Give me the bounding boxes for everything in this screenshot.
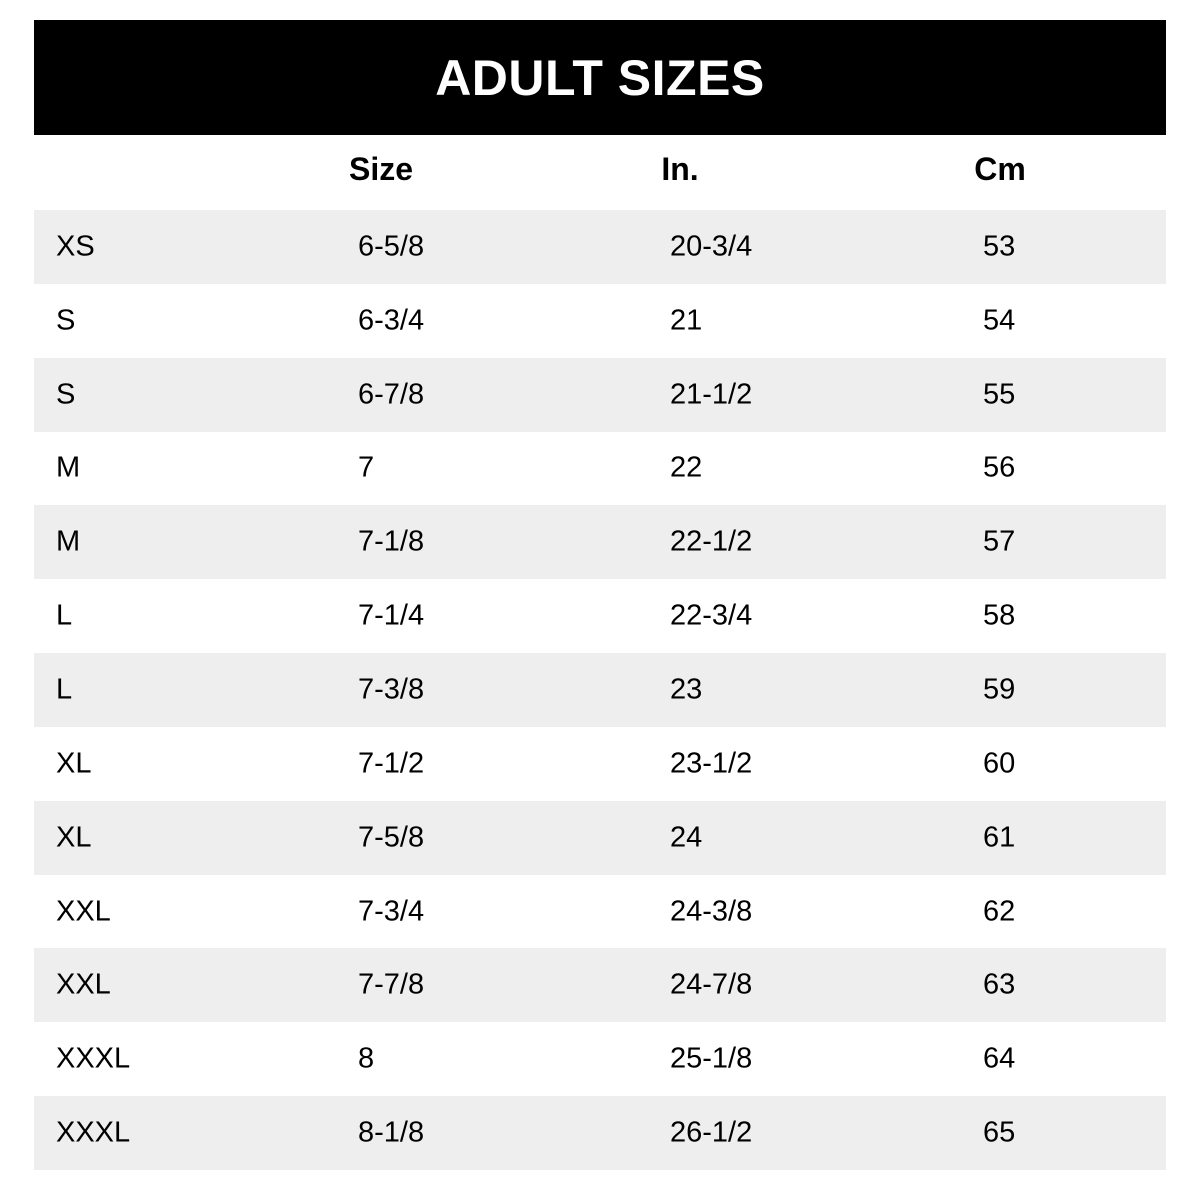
size-label-cell: S <box>56 304 76 337</box>
hat-size-cell: 8 <box>358 1042 375 1075</box>
inches-cell: 21 <box>670 304 703 337</box>
inches-cell: 23-1/2 <box>670 747 753 780</box>
size-label-cell: M <box>56 451 81 484</box>
table-row: XL 7-5/8 24 61 <box>34 800 1166 875</box>
table-row: XS 6-5/8 20-3/4 53 <box>34 210 1166 284</box>
hat-size-cell: 7-7/8 <box>358 968 425 1001</box>
hat-size-cell: 7-1/2 <box>358 747 425 780</box>
header-size: Size <box>348 151 414 187</box>
centimeters-cell: 65 <box>983 1116 1016 1149</box>
inches-cell: 24-7/8 <box>670 968 753 1001</box>
inches-cell: 22-1/2 <box>670 525 753 558</box>
header-inches: In. <box>661 151 699 187</box>
size-label-cell: XS <box>56 230 95 263</box>
hat-size-cell: 6-3/4 <box>358 304 425 337</box>
centimeters-cell: 63 <box>983 968 1016 1001</box>
hat-size-cell: 7-1/8 <box>358 525 425 558</box>
hat-size-cell: 7-5/8 <box>358 821 425 854</box>
size-label-cell: XXXL <box>56 1116 131 1149</box>
hat-size-cell: 7 <box>358 451 375 484</box>
size-table: XS 6-5/8 20-3/4 53 S 6-3/4 21 54 S 6-7/8 21-1/2 55 M… <box>34 210 1166 1170</box>
size-label-cell: XXL <box>56 968 111 1001</box>
title-banner: ADULT SIZES <box>34 20 1166 135</box>
header-cm: Cm <box>974 151 1026 187</box>
table-row: L 7-3/8 23 59 <box>34 653 1166 727</box>
centimeters-cell: 61 <box>983 821 1016 854</box>
table-header: Size In. Cm <box>34 135 1166 210</box>
table-row: L 7-1/4 22-3/4 58 <box>34 579 1166 653</box>
table-row: XXL 7-7/8 24-7/8 63 <box>34 948 1166 1023</box>
inches-cell: 21-1/2 <box>670 378 753 411</box>
centimeters-cell: 58 <box>983 599 1016 632</box>
hat-size-cell: 8-1/8 <box>358 1116 425 1149</box>
hat-size-cell: 6-7/8 <box>358 378 425 411</box>
hat-size-cell: 7-3/4 <box>358 895 425 928</box>
table-row: S 6-3/4 21 54 <box>34 284 1166 358</box>
inches-cell: 22-3/4 <box>670 599 753 632</box>
hat-size-cell: 6-5/8 <box>358 230 425 263</box>
centimeters-cell: 59 <box>983 673 1016 706</box>
table-row: M 7-1/8 22-1/2 57 <box>34 505 1166 580</box>
centimeters-cell: 54 <box>983 304 1016 337</box>
hat-size-cell: 7-3/8 <box>358 673 425 706</box>
centimeters-cell: 60 <box>983 747 1016 780</box>
centimeters-cell: 55 <box>983 378 1016 411</box>
hat-size-cell: 7-1/4 <box>358 599 425 632</box>
size-label-cell: L <box>56 599 73 632</box>
centimeters-cell: 57 <box>983 525 1016 558</box>
size-label-cell: L <box>56 673 73 706</box>
table-row: S 6-7/8 21-1/2 55 <box>34 357 1166 432</box>
table-row: XXL 7-3/4 24-3/8 62 <box>34 875 1166 949</box>
size-label-cell: S <box>56 378 76 411</box>
inches-cell: 25-1/8 <box>670 1042 753 1075</box>
centimeters-cell: 64 <box>983 1042 1016 1075</box>
centimeters-cell: 53 <box>983 230 1016 263</box>
centimeters-cell: 56 <box>983 451 1016 484</box>
inches-cell: 24-3/8 <box>670 895 753 928</box>
inches-cell: 23 <box>670 673 703 706</box>
page-title: ADULT SIZES <box>435 49 765 106</box>
size-label-cell: XXXL <box>56 1042 131 1075</box>
table-row: XXXL 8-1/8 26-1/2 65 <box>34 1096 1166 1170</box>
centimeters-cell: 62 <box>983 895 1016 928</box>
inches-cell: 22 <box>670 451 703 484</box>
size-label-cell: XXL <box>56 895 111 928</box>
inches-cell: 24 <box>670 821 703 854</box>
table-row: XL 7-1/2 23-1/2 60 <box>34 727 1166 801</box>
size-label-cell: XL <box>56 747 92 780</box>
size-label-cell: M <box>56 525 81 558</box>
size-label-cell: XL <box>56 821 92 854</box>
inches-cell: 20-3/4 <box>670 230 753 263</box>
inches-cell: 26-1/2 <box>670 1116 753 1149</box>
table-row: M 7 22 56 <box>34 432 1166 506</box>
table-row: XXXL 8 25-1/8 64 <box>34 1022 1166 1096</box>
